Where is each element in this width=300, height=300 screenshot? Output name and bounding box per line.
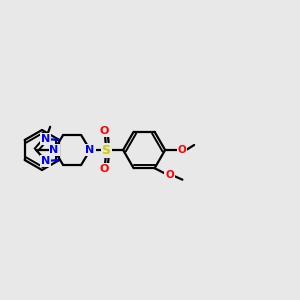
Text: O: O bbox=[99, 126, 109, 136]
Text: N: N bbox=[85, 145, 95, 155]
Text: N: N bbox=[50, 145, 59, 155]
Text: O: O bbox=[165, 170, 174, 180]
Text: N: N bbox=[41, 156, 50, 166]
Text: O: O bbox=[99, 164, 109, 174]
Text: S: S bbox=[102, 143, 111, 157]
Text: O: O bbox=[178, 145, 187, 155]
Text: N: N bbox=[41, 134, 50, 144]
